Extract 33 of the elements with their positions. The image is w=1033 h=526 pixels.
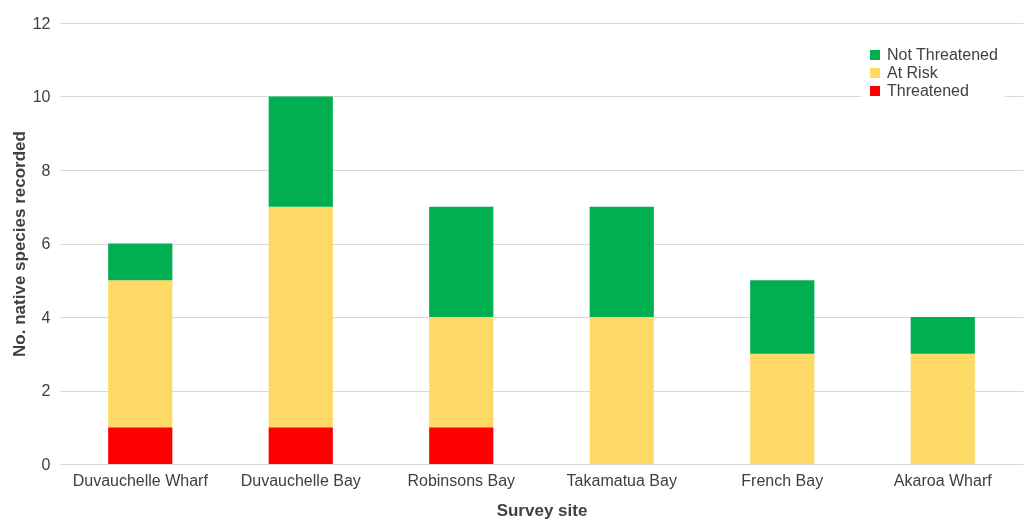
bar (589, 206, 654, 317)
y-axis-title: No. native species recorded (9, 131, 29, 357)
bar (268, 206, 333, 428)
bar (429, 317, 494, 428)
bar (750, 353, 815, 464)
bar (750, 280, 815, 354)
x-tick-label: Takamatua Bay (566, 471, 677, 489)
legend-label: Threatened (887, 82, 969, 99)
y-tick-label: 8 (41, 161, 51, 179)
x-tick-label: Robinsons Bay (407, 471, 516, 489)
bar (910, 353, 975, 464)
y-tick-label: 10 (32, 88, 51, 105)
legend-label: Not Threatened (887, 46, 998, 63)
y-tick-label: 2 (41, 382, 51, 399)
bar (268, 427, 333, 464)
bar (268, 96, 333, 207)
x-axis-title: Survey site (496, 500, 588, 520)
y-tick-label: 12 (32, 14, 51, 32)
bar (910, 317, 975, 354)
y-tick-label: 6 (41, 235, 51, 252)
x-tick-label: Duvauchelle Bay (240, 471, 361, 489)
bar (429, 427, 494, 464)
y-tick-label: 0 (41, 455, 51, 473)
bar (108, 427, 173, 464)
x-tick-label: Duvauchelle Wharf (72, 471, 209, 489)
legend-label: At Risk (887, 64, 939, 81)
bar (429, 206, 494, 317)
y-tick-label: 4 (41, 308, 51, 326)
bar (589, 317, 654, 464)
bar (108, 280, 173, 428)
x-tick-label: French Bay (741, 471, 824, 489)
x-tick-label: Akaroa Wharf (893, 471, 993, 489)
bar (108, 243, 173, 281)
